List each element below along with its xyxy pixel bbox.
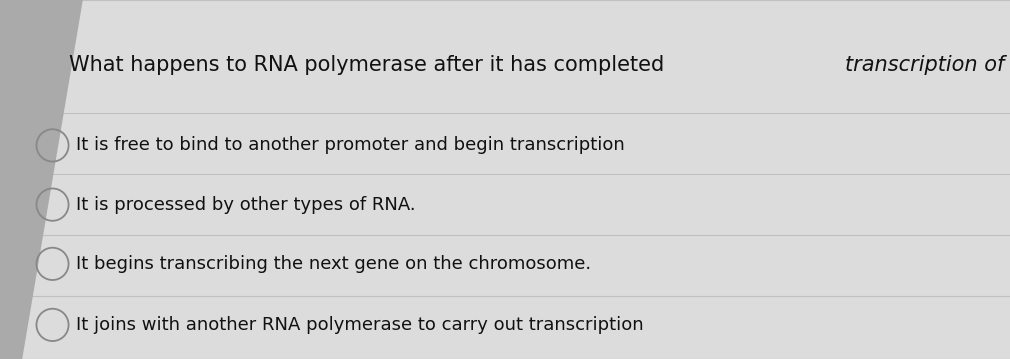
Text: It is free to bind to another promoter and begin transcription: It is free to bind to another promoter a… [76,136,624,154]
Text: What happens to RNA polymerase after it has completed: What happens to RNA polymerase after it … [69,55,671,75]
Text: It is processed by other types of RNA.: It is processed by other types of RNA. [76,196,415,214]
Text: transcription of a gene?: transcription of a gene? [845,55,1010,75]
Text: It joins with another RNA polymerase to carry out transcription: It joins with another RNA polymerase to … [76,316,643,334]
Text: It begins transcribing the next gene on the chromosome.: It begins transcribing the next gene on … [76,255,591,273]
Polygon shape [0,0,83,359]
